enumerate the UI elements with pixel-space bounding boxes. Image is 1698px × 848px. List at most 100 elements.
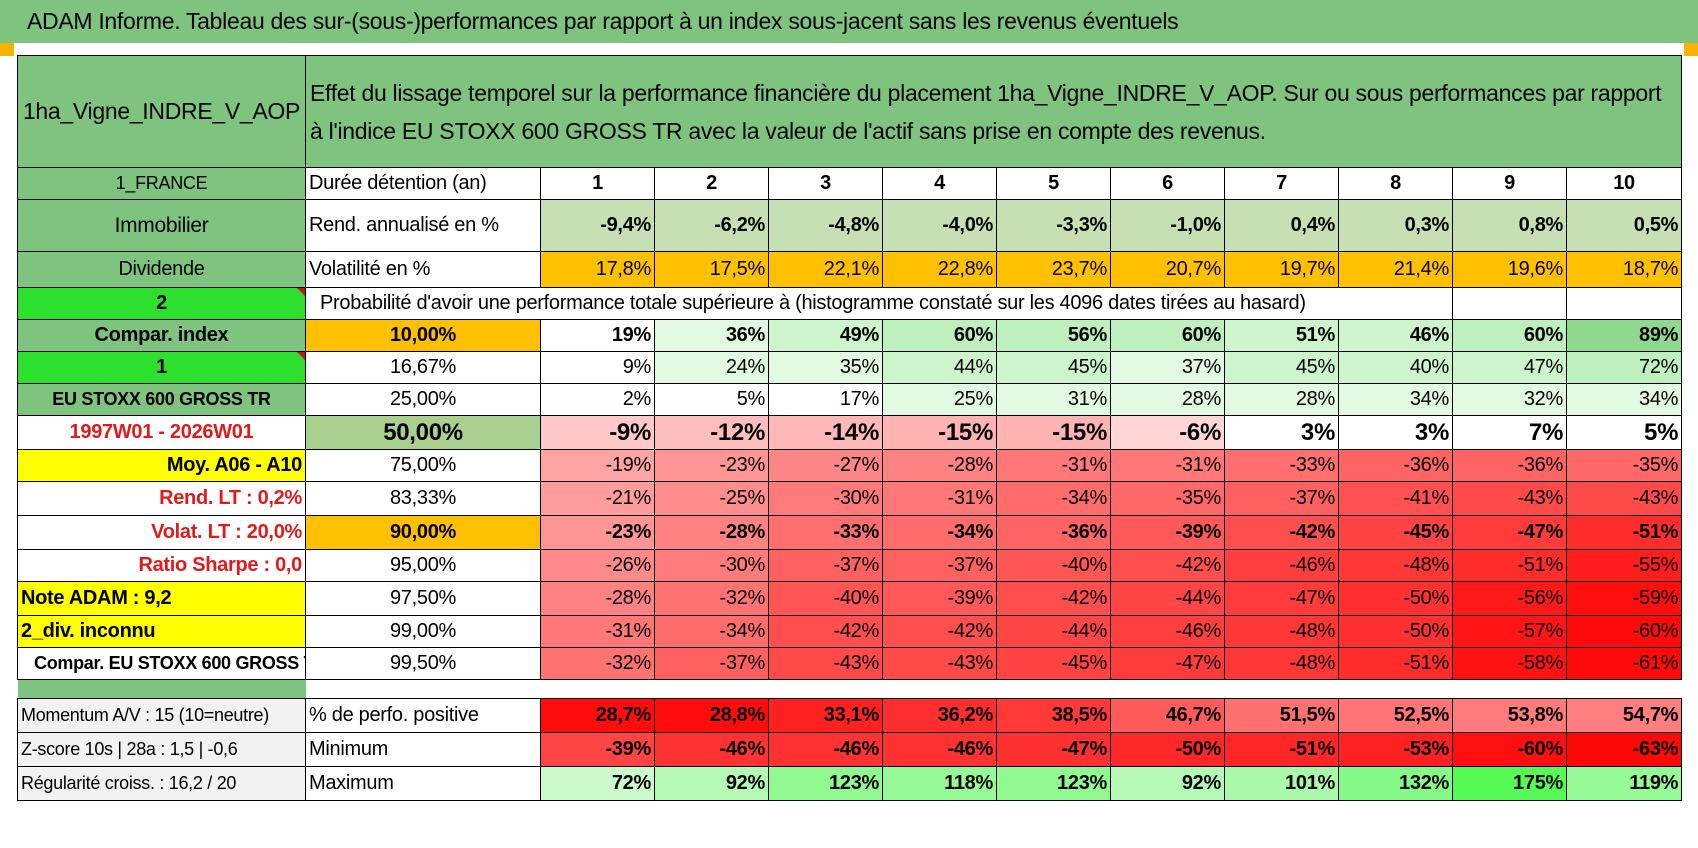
stats-row: Régularité croiss. : 16,2 / 20 Maximum 72%… xyxy=(17,766,1683,801)
sharpe-ratio: Ratio Sharpe : 0,0 xyxy=(17,549,306,582)
prob-value: -41% xyxy=(1338,481,1453,516)
prob-value: -57% xyxy=(1452,615,1567,648)
vol-value: 22,8% xyxy=(882,251,997,288)
prob-value: -37% xyxy=(882,549,997,582)
prob-row: Rend. LT : 0,2% 83,33% -21% -25% -30% -31% -34… xyxy=(17,481,1683,516)
prob-value: -42% xyxy=(1224,515,1339,550)
rend-value: 0,5% xyxy=(1565,199,1683,252)
prob-value: -26% xyxy=(540,549,655,582)
stats-row: Z-score 10s | 28a : 1,5 | -0,6 Minimum -39… xyxy=(17,732,1683,767)
vol-value: 17,8% xyxy=(540,251,655,288)
prob-value: -33% xyxy=(1224,449,1339,482)
category: Immobilier xyxy=(17,199,306,252)
spacer-blank xyxy=(305,679,1682,699)
prob-value: -25% xyxy=(654,481,769,516)
header-row: 1ha_Vigne_INDRE_V_AOP Effet du lissage t… xyxy=(17,55,1683,168)
pos-value: 28,7% xyxy=(540,698,655,733)
prob-value: -19% xyxy=(540,449,655,482)
prob-value: 47% xyxy=(1452,351,1567,384)
prob-value: -48% xyxy=(1338,549,1453,582)
prob-value: -40% xyxy=(768,581,883,616)
prob-value: -36% xyxy=(1338,449,1453,482)
max-label: Maximum xyxy=(305,766,541,801)
prob-value: 72% xyxy=(1565,351,1683,384)
max-value: 92% xyxy=(1110,766,1225,801)
prob-value: -30% xyxy=(768,481,883,516)
compar-index: Compar. EU STOXX 600 GROSS TR xyxy=(17,647,306,680)
vol-value: 22,1% xyxy=(768,251,883,288)
prob-title-row: 2 Probabilité d'avoir une performance to… xyxy=(17,287,1683,320)
prob-value: 32% xyxy=(1452,383,1567,416)
prob-value: -32% xyxy=(654,581,769,616)
prob-value: 37% xyxy=(1110,351,1225,384)
pos-value: 54,7% xyxy=(1565,698,1683,733)
spacer-row xyxy=(17,679,1682,699)
prob-value: -12% xyxy=(654,415,769,450)
prob-value: -43% xyxy=(1452,481,1567,516)
prob-value: -43% xyxy=(882,647,997,680)
prob-value: -43% xyxy=(768,647,883,680)
prob-value: -37% xyxy=(1224,481,1339,516)
selector-1[interactable]: 2 xyxy=(17,287,306,320)
min-value: -53% xyxy=(1338,732,1453,767)
prob-value: -44% xyxy=(996,615,1111,648)
asset-type: Dividende xyxy=(17,251,306,288)
z-score: Z-score 10s | 28a : 1,5 | -0,6 xyxy=(17,732,306,767)
rend-value: -3,3% xyxy=(996,199,1111,252)
prob-threshold: 16,67% xyxy=(305,351,541,384)
holding-duration-label: Durée détention (an) xyxy=(305,167,541,200)
prob-value: 5% xyxy=(654,383,769,416)
prob-value: -45% xyxy=(1338,515,1453,550)
prob-value: 35% xyxy=(768,351,883,384)
prob-value: -44% xyxy=(1110,581,1225,616)
prob-value: -51% xyxy=(1565,515,1683,550)
momentum: Momentum A/V : 15 (10=neutre) xyxy=(17,698,306,733)
prob-value: -42% xyxy=(1110,549,1225,582)
min-value: -39% xyxy=(540,732,655,767)
prob-row: EU STOXX 600 GROSS TR 25,00% 2% 5% 17% 25% 31%… xyxy=(17,383,1683,416)
prob-value: 46% xyxy=(1338,319,1453,352)
vol-value: 19,6% xyxy=(1452,251,1567,288)
prob-value: 5% xyxy=(1565,415,1683,450)
report-title: ADAM Informe. Tableau des sur-(sous-)per… xyxy=(27,8,1179,34)
prob-value: 3% xyxy=(1338,415,1453,450)
max-value: 132% xyxy=(1338,766,1453,801)
prob-row: Compar. index 10,00% 19% 36% 49% 60% 56% 60% 51%… xyxy=(17,319,1683,352)
rend-value: -4,0% xyxy=(882,199,997,252)
prob-value: -48% xyxy=(1224,647,1339,680)
prob-value: -37% xyxy=(768,549,883,582)
min-value: -63% xyxy=(1565,732,1683,767)
prob-value: 40% xyxy=(1338,351,1453,384)
prob-value: -42% xyxy=(882,615,997,648)
prob-value: -39% xyxy=(882,581,997,616)
prob-value: 44% xyxy=(882,351,997,384)
min-value: -47% xyxy=(996,732,1111,767)
prob-threshold: 99,00% xyxy=(305,615,541,648)
prob-value: -36% xyxy=(1452,449,1567,482)
prob-row: Moy. A06 - A10 75,00% -19% -23% -27% -28% -31%… xyxy=(17,449,1683,482)
min-value: -46% xyxy=(768,732,883,767)
selector-2[interactable]: 1 xyxy=(17,351,306,384)
prob-value: -31% xyxy=(996,449,1111,482)
country: 1_FRANCE xyxy=(17,167,306,200)
pos-value: 28,8% xyxy=(654,698,769,733)
compar-label: Compar. index xyxy=(17,319,306,352)
prob-value: -6% xyxy=(1110,415,1225,450)
prob-value: -47% xyxy=(1452,515,1567,550)
max-value: 175% xyxy=(1452,766,1567,801)
prob-value: -55% xyxy=(1565,549,1683,582)
prob-row: Volat. LT : 20,0% 90,00% -23% -28% -33% -34% -… xyxy=(17,515,1683,550)
vol-value: 19,7% xyxy=(1224,251,1339,288)
performance-sheet: 1ha_Vigne_INDRE_V_AOP Effet du lissage t… xyxy=(17,55,1683,837)
prob-row: 1997W01 - 2026W01 50,00% -9% -12% -14% -15% -1… xyxy=(17,415,1683,450)
prob-value: -37% xyxy=(654,647,769,680)
prob-value: -15% xyxy=(996,415,1111,450)
prob-value: 7% xyxy=(1452,415,1567,450)
prob-value: -51% xyxy=(1338,647,1453,680)
prob-empty-cell xyxy=(1565,287,1683,320)
year-header: 6 xyxy=(1110,167,1225,200)
pos-value: 38,5% xyxy=(996,698,1111,733)
prob-value: -33% xyxy=(768,515,883,550)
prob-value: -27% xyxy=(768,449,883,482)
prob-value: -31% xyxy=(1110,449,1225,482)
